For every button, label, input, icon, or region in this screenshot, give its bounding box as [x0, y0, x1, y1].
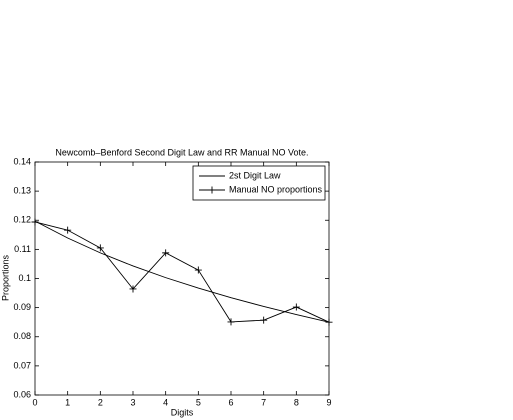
data-point	[227, 318, 235, 326]
x-tick-label: 1	[65, 397, 70, 407]
y-tick-label: 0.06	[13, 389, 31, 399]
data-point	[129, 285, 137, 293]
chart-title: Newcomb–Benford Second Digit Law and RR …	[55, 147, 308, 157]
x-tick-label: 0	[32, 397, 37, 407]
x-tick-label: 2	[98, 397, 103, 407]
data-point	[260, 316, 268, 324]
data-point	[31, 218, 39, 226]
y-tick-label: 0.07	[13, 360, 31, 370]
y-tick-label: 0.12	[13, 215, 31, 225]
y-tick-label: 0.13	[13, 186, 31, 196]
legend-label: 2st Digit Law	[229, 170, 281, 180]
data-point	[96, 244, 104, 252]
y-tick-label: 0.1	[18, 273, 31, 283]
x-tick-label: 6	[228, 397, 233, 407]
legend-label: Manual NO proportions	[229, 184, 323, 194]
data-point	[325, 318, 333, 326]
legend-marker	[208, 186, 216, 194]
x-tick-label: 7	[261, 397, 266, 407]
series-line	[34, 220, 330, 323]
plot-frame	[34, 161, 330, 396]
y-tick-label: 0.14	[13, 156, 31, 166]
x-tick-label: 8	[294, 397, 299, 407]
x-tick-label: 9	[326, 397, 331, 407]
data-point	[64, 226, 72, 234]
y-tick-label: 0.09	[13, 302, 31, 312]
y-tick-label: 0.11	[14, 244, 31, 254]
x-tick-label: 3	[130, 397, 135, 407]
data-point	[162, 249, 170, 257]
legend-box	[192, 165, 326, 201]
y-axis-label: Proportions	[0, 254, 10, 301]
data-point	[194, 266, 202, 274]
series-line	[34, 221, 330, 323]
y-tick-label: 0.08	[13, 331, 31, 341]
x-axis-label: Digits	[171, 407, 194, 417]
x-tick-label: 5	[196, 397, 201, 407]
data-point	[292, 303, 300, 311]
x-tick-label: 4	[163, 397, 168, 407]
